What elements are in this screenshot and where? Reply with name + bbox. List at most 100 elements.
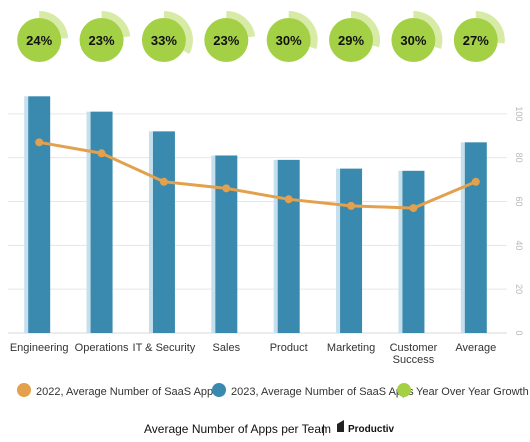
x-tick-labels: Engineering Operations IT & Security Sales P… bbox=[10, 342, 496, 366]
growth-ring bbox=[226, 11, 256, 38]
x-label-marketing: Marketing bbox=[327, 342, 375, 354]
growth-label: 23% bbox=[89, 33, 115, 48]
legend-item-growth: Year Over Year Growth bbox=[397, 383, 529, 398]
growth-ring bbox=[288, 11, 318, 49]
growth-badge-marketing: 29% bbox=[329, 11, 381, 62]
growth-label: 24% bbox=[26, 33, 52, 48]
growth-badges: 24% 23% 33% 23% 30% 29% 30% 27% bbox=[17, 11, 505, 62]
bar-it-security bbox=[152, 131, 175, 333]
bar-shadow bbox=[211, 155, 216, 333]
y-tick-label: 60 bbox=[514, 196, 524, 206]
bar-shadow bbox=[336, 168, 341, 333]
x-label-it-security: IT & Security bbox=[133, 342, 196, 354]
x-label-sales: Sales bbox=[213, 342, 241, 354]
x-tick-label: Operations bbox=[75, 342, 129, 354]
growth-badge-customer-success: 30% bbox=[391, 11, 443, 62]
growth-label: 33% bbox=[151, 33, 177, 48]
bar-product bbox=[277, 159, 300, 333]
x-tick-label: Success bbox=[393, 354, 435, 366]
y-tick-label: 100 bbox=[514, 106, 524, 121]
growth-circle bbox=[17, 18, 62, 62]
line-point-sales bbox=[222, 184, 231, 193]
growth-badge-average: 27% bbox=[453, 11, 505, 62]
footer-title: Average Number of Apps per Team bbox=[144, 422, 331, 436]
gridlines bbox=[8, 113, 507, 334]
legend-marker-2022 bbox=[17, 383, 31, 397]
footer-brand: Productiv bbox=[348, 424, 395, 435]
bar-customer-success bbox=[402, 170, 425, 333]
legend: 2022, Average Number of SaaS Apps 2023, … bbox=[17, 383, 529, 398]
growth-ring bbox=[350, 11, 381, 48]
x-tick-label: Engineering bbox=[10, 342, 69, 354]
growth-label: 29% bbox=[338, 33, 364, 48]
bar-shadow bbox=[273, 159, 278, 333]
legend-label-growth: Year Over Year Growth bbox=[416, 386, 529, 398]
legend-item-2023: 2023, Average Number of SaaS Apps bbox=[212, 383, 414, 398]
growth-badge-operations: 23% bbox=[79, 11, 131, 62]
growth-ring bbox=[38, 11, 69, 39]
bars-2023 bbox=[24, 96, 487, 334]
growth-label: 30% bbox=[400, 33, 426, 48]
growth-circle bbox=[391, 18, 436, 62]
bar-operations bbox=[90, 111, 113, 334]
growth-circle bbox=[141, 18, 186, 62]
growth-ring bbox=[163, 11, 193, 54]
x-label-operations: Operations bbox=[75, 342, 129, 354]
growth-badge-product: 30% bbox=[266, 11, 318, 62]
x-tick-label: Product bbox=[270, 342, 308, 354]
line-point-product bbox=[284, 195, 293, 204]
growth-circle bbox=[453, 18, 498, 62]
growth-label: 23% bbox=[213, 33, 239, 48]
bar-sales bbox=[215, 155, 238, 333]
legend-label-2023: 2023, Average Number of SaaS Apps bbox=[231, 386, 414, 398]
productiv-logo-icon bbox=[337, 420, 344, 432]
growth-circle bbox=[79, 18, 124, 62]
growth-ring bbox=[101, 11, 131, 38]
bar-shadow bbox=[398, 170, 403, 333]
growth-badge-sales: 23% bbox=[204, 11, 256, 62]
y-tick-label: 40 bbox=[514, 240, 524, 250]
x-label-average: Average bbox=[455, 342, 496, 354]
growth-label: 30% bbox=[276, 33, 302, 48]
y-tick-label: 20 bbox=[514, 284, 524, 294]
bar-shadow bbox=[460, 142, 465, 333]
x-label-product: Product bbox=[270, 342, 308, 354]
line-2022-path bbox=[38, 140, 477, 210]
y-tick-label: 80 bbox=[514, 153, 524, 163]
bar-shadow bbox=[24, 96, 29, 333]
growth-ring bbox=[413, 11, 443, 49]
growth-circle bbox=[266, 18, 311, 62]
y-tick-labels: 0 20 40 60 80 100 bbox=[514, 106, 524, 335]
legend-marker-growth bbox=[397, 383, 411, 397]
footer: Average Number of Apps per Team | Produc… bbox=[144, 420, 395, 436]
legend-item-2022: 2022, Average Number of SaaS Apps bbox=[17, 383, 219, 398]
growth-badge-it-security: 33% bbox=[141, 11, 193, 62]
bar-average bbox=[464, 142, 487, 333]
bar-shadow bbox=[86, 111, 91, 334]
growth-label: 27% bbox=[463, 33, 489, 48]
growth-ring bbox=[475, 11, 505, 44]
x-tick-label: Marketing bbox=[327, 342, 375, 354]
legend-label-2022: 2022, Average Number of SaaS Apps bbox=[36, 386, 219, 398]
bar-marketing bbox=[340, 168, 363, 333]
line-point-operations bbox=[97, 149, 106, 158]
x-label-engineering: Engineering bbox=[10, 342, 69, 354]
growth-circle bbox=[329, 18, 374, 62]
line-point-customer-success bbox=[409, 204, 418, 213]
line-point-it-security bbox=[159, 177, 168, 186]
footer-separator: | bbox=[322, 422, 325, 436]
growth-circle bbox=[204, 18, 249, 62]
x-tick-label: Customer bbox=[390, 342, 438, 354]
x-tick-label: Average bbox=[455, 342, 496, 354]
x-tick-label: Sales bbox=[213, 342, 241, 354]
y-tick-label: 0 bbox=[514, 330, 524, 335]
bar-shadow bbox=[148, 131, 153, 333]
line-2022 bbox=[35, 138, 480, 213]
line-point-engineering bbox=[35, 138, 44, 147]
growth-badge-engineering: 24% bbox=[17, 11, 69, 62]
x-tick-label: IT & Security bbox=[133, 342, 196, 354]
legend-marker-2023 bbox=[212, 383, 226, 397]
bar-engineering bbox=[28, 96, 51, 333]
